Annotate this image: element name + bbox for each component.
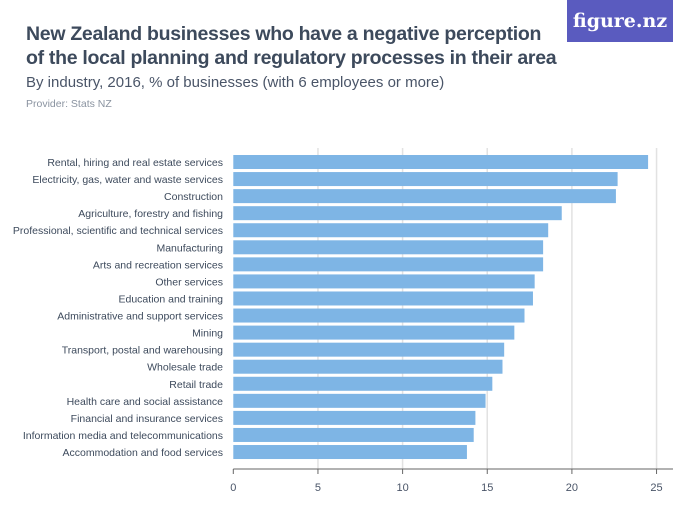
category-label: Mining (192, 328, 223, 340)
bar (233, 393, 486, 408)
bar (233, 359, 503, 374)
category-label: Other services (155, 276, 223, 288)
category-label: Construction (164, 191, 223, 203)
chart-title: New Zealand businesses who have a negati… (26, 23, 557, 69)
bar (233, 291, 533, 306)
bar (233, 427, 474, 442)
category-label: Accommodation and food services (63, 447, 224, 459)
bar (233, 257, 544, 272)
bar (233, 325, 515, 340)
category-label: Agriculture, forestry and fishing (78, 208, 223, 220)
provider-text: Provider: Stats NZ (26, 98, 112, 110)
bar (233, 445, 467, 460)
bar (233, 410, 476, 425)
chart-subtitle: By industry, 2016, % of businesses (with… (26, 74, 445, 91)
category-label: Financial and insurance services (71, 413, 223, 425)
bar (233, 342, 505, 357)
category-label: Electricity, gas, water and waste servic… (32, 174, 223, 186)
category-label: Health care and social assistance (67, 396, 224, 408)
x-tick-label: 20 (566, 482, 578, 494)
x-tick-label: 15 (481, 482, 493, 494)
bar (233, 155, 649, 169)
category-label: Wholesale trade (147, 362, 223, 374)
chart-header: New Zealand businesses who have a negati… (26, 22, 561, 111)
category-label: Rental, hiring and real estate services (47, 157, 223, 169)
x-tick-label: 10 (396, 482, 408, 494)
category-label: Education and training (119, 293, 224, 305)
category-label: Arts and recreation services (93, 259, 223, 271)
bar (233, 172, 618, 187)
x-tick-label: 0 (230, 482, 236, 494)
category-label: Retail trade (169, 379, 223, 391)
bar (233, 274, 535, 289)
category-label: Transport, postal and warehousing (62, 345, 223, 357)
bar (233, 240, 544, 255)
bar (233, 206, 562, 221)
bar (233, 189, 616, 204)
figure-nz-logo[interactable]: figure.nz (567, 0, 673, 42)
x-tick-label: 5 (315, 482, 321, 494)
category-label: Administrative and support services (57, 311, 223, 323)
x-tick-label: 25 (650, 482, 662, 494)
bar (233, 308, 525, 323)
category-label: Information media and telecommunications (23, 430, 223, 442)
bar (233, 376, 493, 391)
bar (233, 223, 549, 238)
category-label: Manufacturing (156, 242, 223, 254)
category-label: Professional, scientific and technical s… (13, 225, 223, 237)
